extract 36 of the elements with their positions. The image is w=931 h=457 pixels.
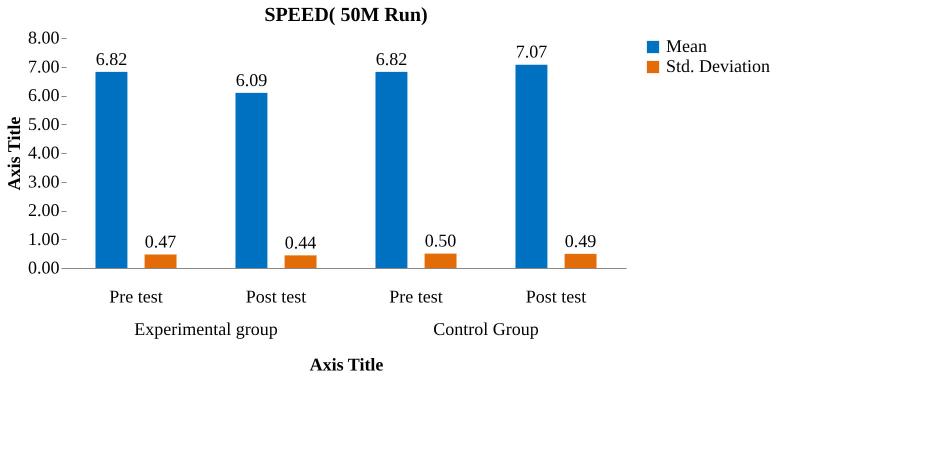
data-label: 0.50 [424, 230, 456, 251]
bar [144, 254, 177, 268]
bar [424, 254, 457, 268]
bar [284, 255, 317, 268]
y-tick-label: 3.00 [28, 171, 60, 192]
text: Experimental group [134, 319, 278, 339]
x-tick-label: Pre test [109, 286, 163, 306]
bar [515, 64, 548, 268]
data-label: 7.07 [516, 42, 548, 62]
y-tick-label: 7.00 [28, 56, 60, 76]
y-tick-label: 2.00 [28, 200, 60, 220]
data-label: 6.82 [376, 48, 408, 69]
bar [95, 72, 128, 268]
bar [235, 92, 268, 268]
text: Control Group [433, 319, 539, 339]
y-axis-title: Axis Title [4, 116, 24, 190]
x-tick-label: Pre test [389, 286, 443, 306]
x-tick-label: Post test [246, 286, 306, 306]
data-label: 6.82 [96, 48, 128, 69]
x-tick-label: Post test [526, 286, 586, 306]
y-tick-label: 1.00 [28, 228, 60, 249]
x-axis-title: Axis Title [310, 354, 384, 374]
data-label: 0.44 [284, 232, 316, 252]
y-tick-label: 5.00 [28, 114, 60, 134]
legend-label: Mean [666, 36, 707, 56]
data-label: 6.09 [236, 70, 268, 90]
bar [375, 72, 408, 268]
y-tick-label: 4.00 [28, 142, 60, 162]
bar [564, 254, 597, 268]
y-tick-label: 0.00 [28, 258, 60, 278]
data-label: 0.47 [144, 231, 176, 252]
chart-title: SPEED( 50M Run) [264, 4, 428, 26]
y-tick-label: 6.00 [28, 85, 60, 105]
y-tick-label: 8.00 [28, 28, 60, 48]
legend-label: Std. Deviation [666, 56, 770, 76]
data-label: 0.49 [564, 230, 596, 251]
